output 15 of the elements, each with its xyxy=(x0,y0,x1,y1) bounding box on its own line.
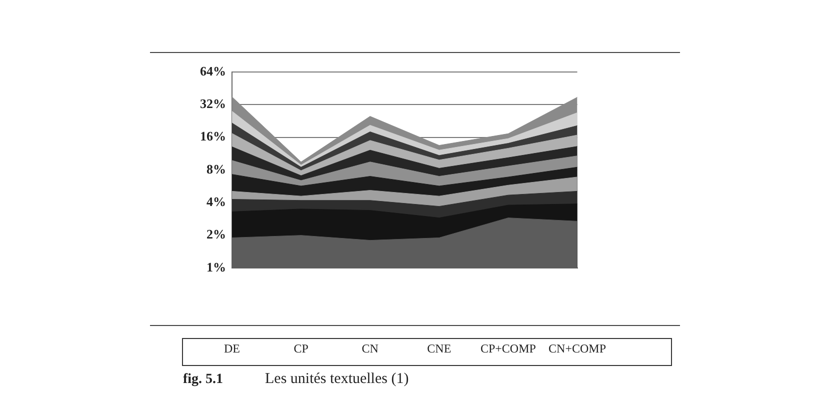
x-tick-label: CP+COMP xyxy=(480,341,536,356)
y-tick-label: 32% xyxy=(200,96,226,112)
caption: fig. 5.1 xyxy=(183,372,224,388)
x-tick-label: CP xyxy=(294,341,309,356)
x-tick-label: CN+COMP xyxy=(548,341,606,356)
text: Les unités textuelles (1) xyxy=(265,371,409,388)
x-tick-label: DE xyxy=(224,341,240,356)
y-tick-label: 4% xyxy=(206,194,226,210)
x-tick-label: CNE xyxy=(427,341,452,356)
y-tick-label: 2% xyxy=(206,226,226,242)
y-tick-label: 1% xyxy=(206,259,226,274)
y-tick-label: 64% xyxy=(200,63,226,78)
y-tick-label: 8% xyxy=(206,161,226,176)
x-tick-label: CN xyxy=(362,341,379,356)
y-tick-label: 16% xyxy=(200,128,226,144)
